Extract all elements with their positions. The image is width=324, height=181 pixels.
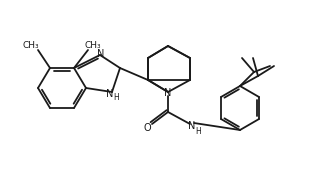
Text: N: N (97, 49, 105, 59)
Text: O: O (143, 123, 151, 133)
Text: N: N (106, 89, 114, 99)
Text: CH₃: CH₃ (23, 41, 39, 50)
Text: H: H (113, 92, 119, 102)
Text: N: N (164, 88, 172, 98)
Text: N: N (188, 121, 196, 131)
Text: CH₃: CH₃ (85, 41, 101, 50)
Text: H: H (195, 127, 201, 136)
